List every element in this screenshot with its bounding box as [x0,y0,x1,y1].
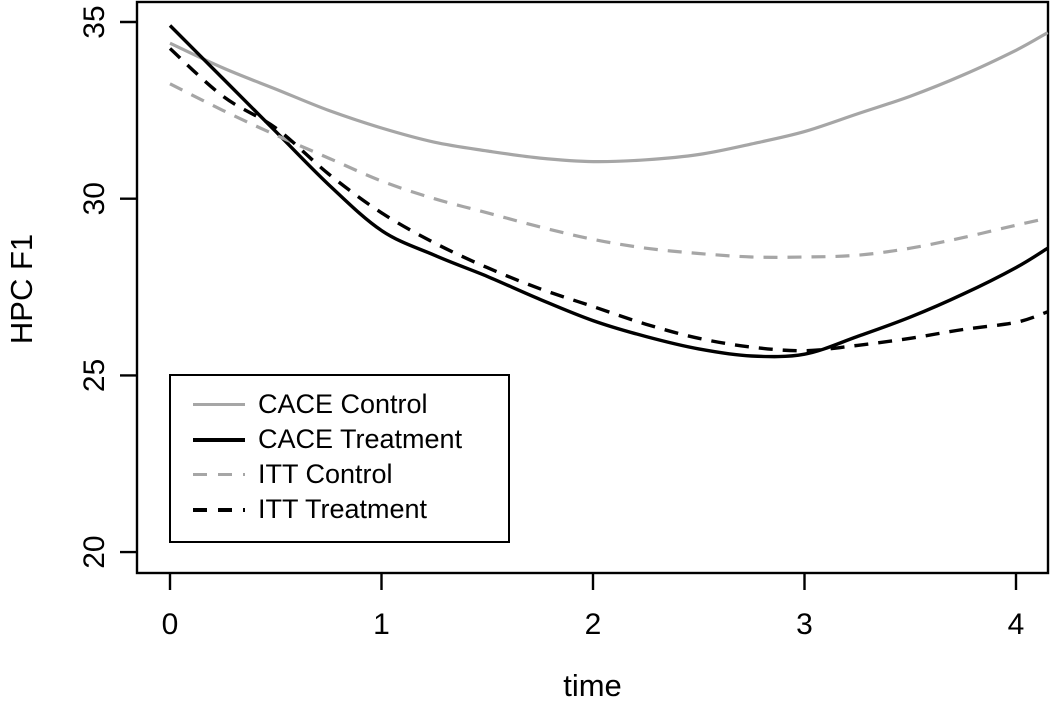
legend-line-sample-dashed-gray [193,473,245,476]
series-line-cace-control [169,31,1049,164]
x-tick-label: 3 [796,608,813,641]
series-line-itt-control [169,82,1049,259]
legend-line-sample-dashed-black [193,507,245,512]
series-line-cace-treatment [168,24,1049,359]
legend-label: CACE Control [258,389,428,419]
y-tick-label: 25 [78,359,111,392]
legend-line-sample-solid-black [193,437,245,442]
legend-item-cace-treatment: CACE Treatment [171,422,508,457]
y-axis-label: HPC F1 [4,233,39,345]
series-line-itt-treatment [168,47,1049,353]
legend-line-sample-solid-gray [193,403,245,406]
legend-label: ITT Treatment [258,494,428,524]
legend-item-itt-treatment: ITT Treatment [171,492,508,527]
x-tick-label: 2 [585,608,602,641]
y-tick-label: 20 [78,535,111,568]
legend-item-cace-control: CACE Control [171,387,508,422]
x-axis-label: time [563,668,622,703]
legend-label: ITT Control [258,459,393,489]
x-tick-label: 0 [162,608,179,641]
legend: CACE Control CACE Treatment ITT Control … [169,374,510,543]
legend-item-itt-control: ITT Control [171,457,508,492]
legend-label: CACE Treatment [258,424,463,454]
x-tick-label: 4 [1008,608,1025,641]
y-tick-label: 35 [78,5,111,38]
x-tick-label: 1 [373,608,390,641]
y-tick-label: 30 [78,182,111,215]
